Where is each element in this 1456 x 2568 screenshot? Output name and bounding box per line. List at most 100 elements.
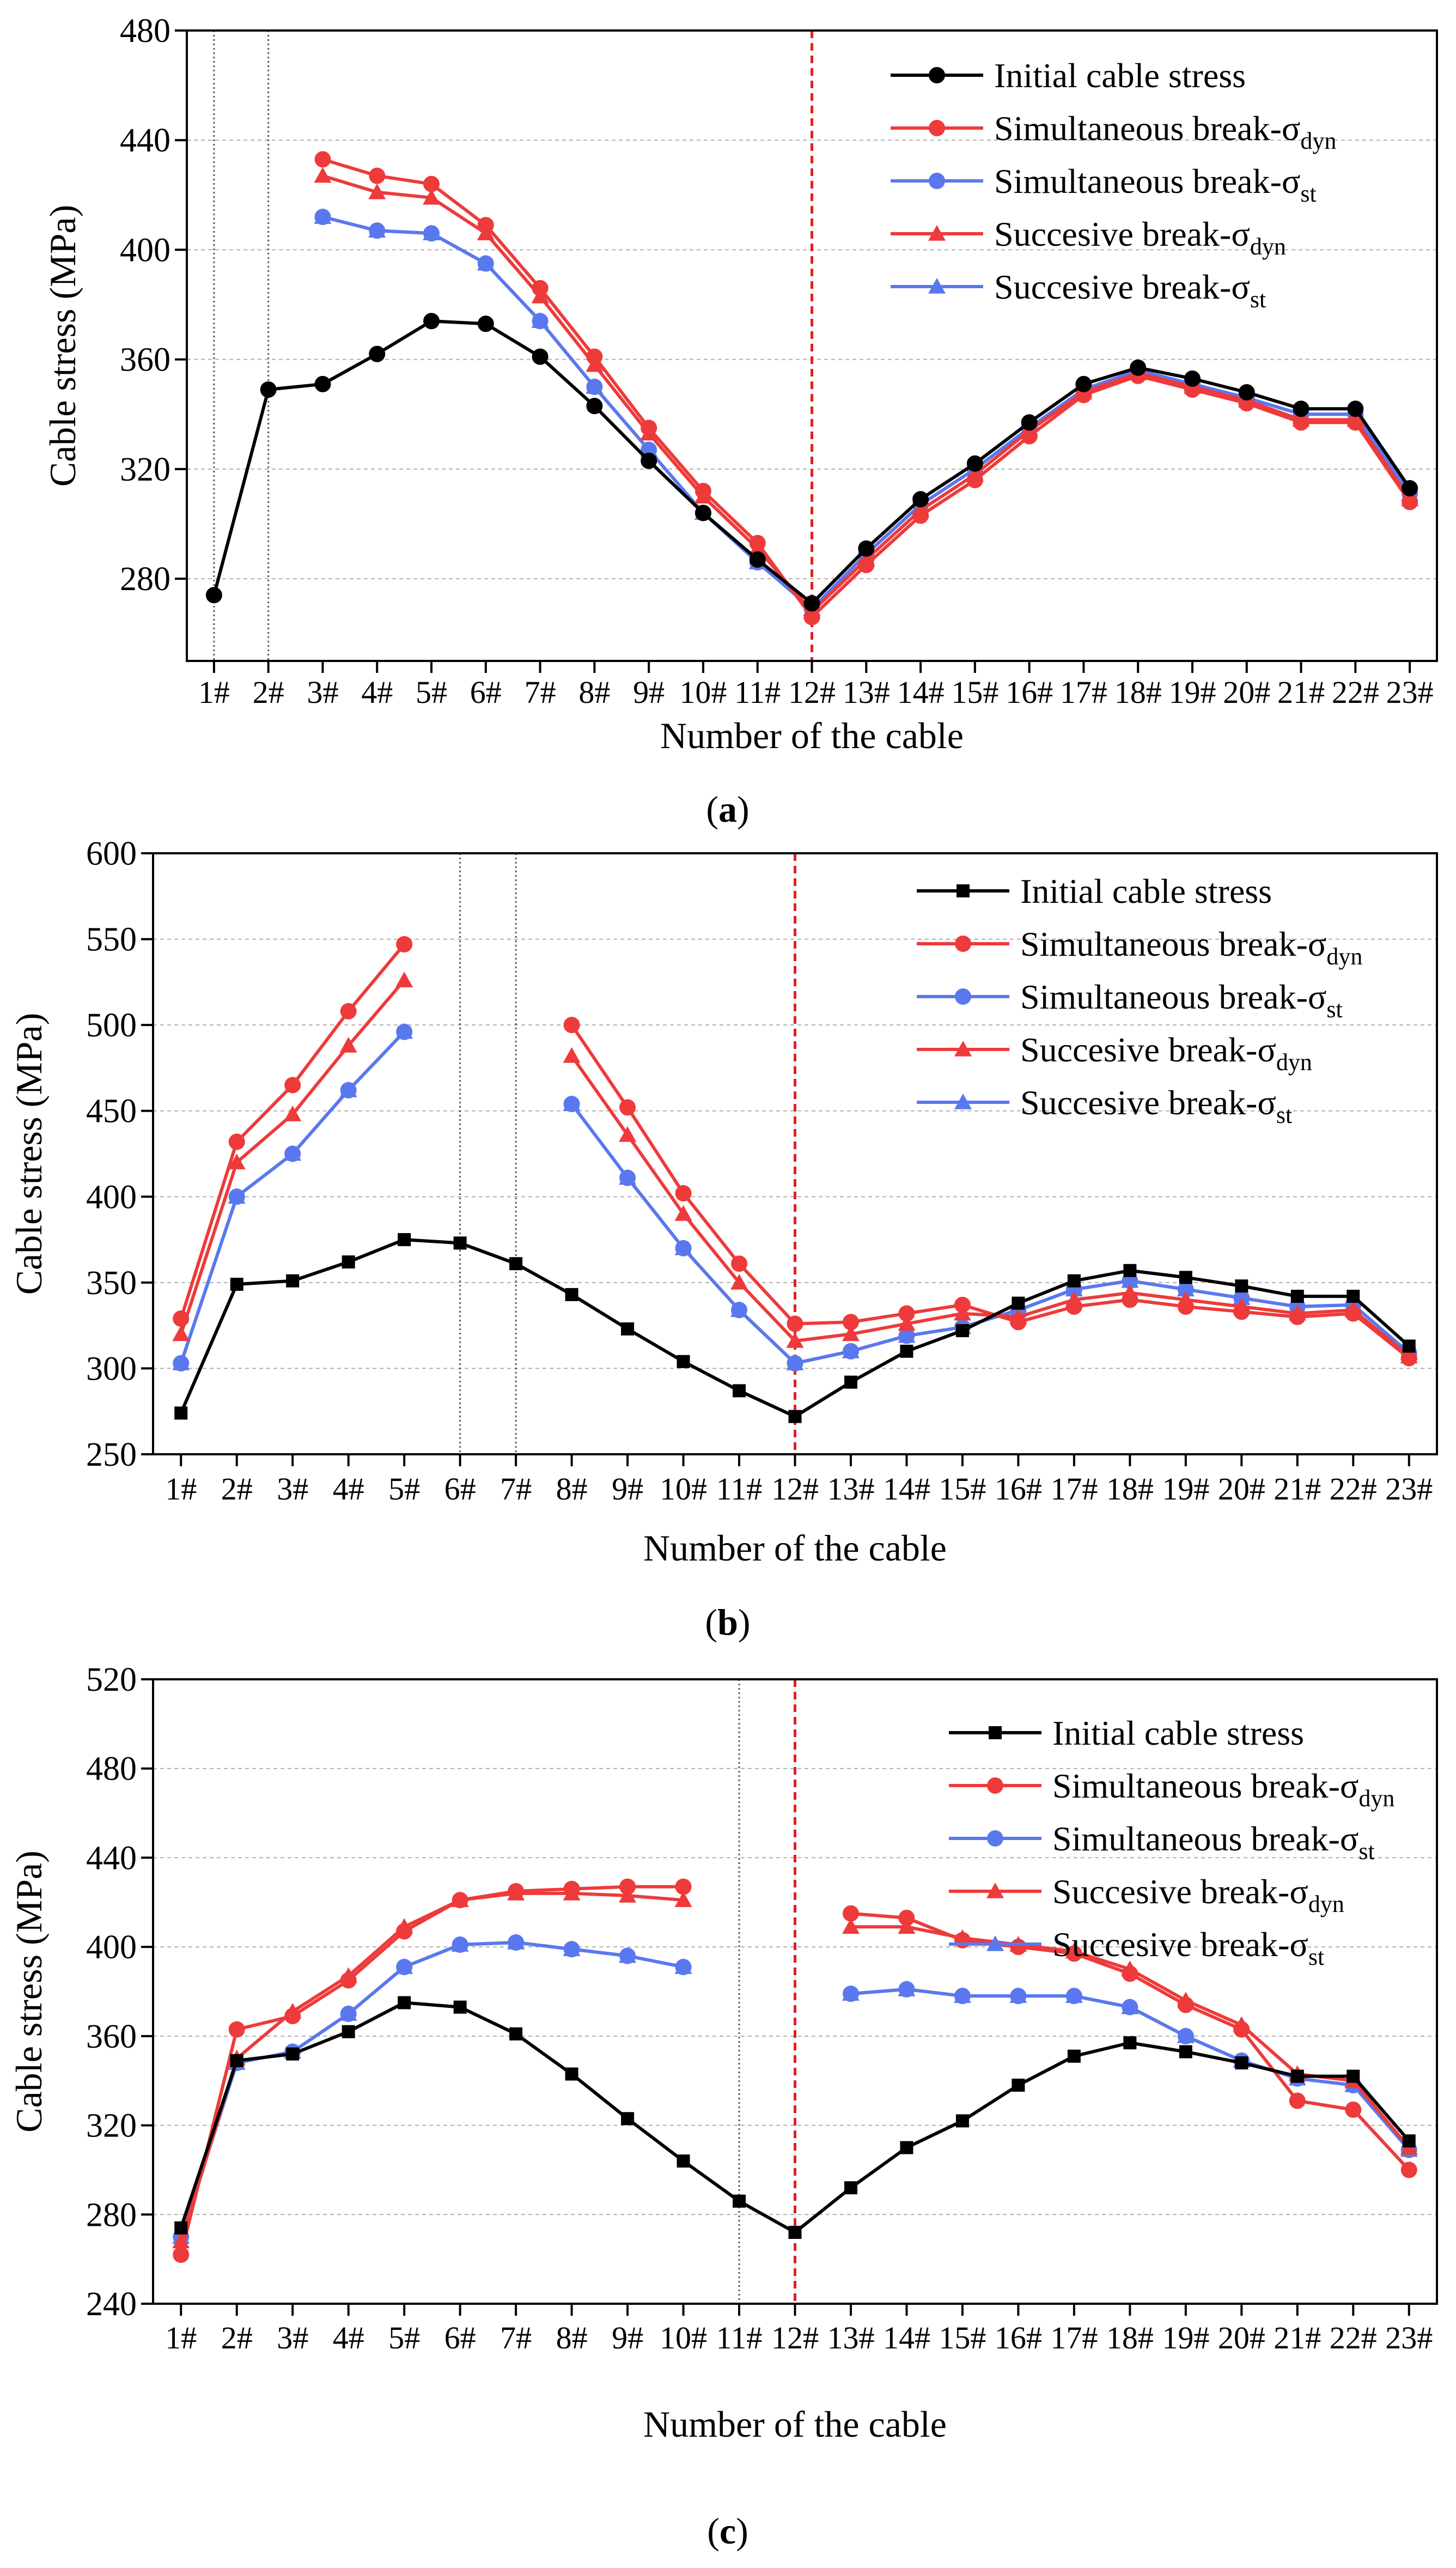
x-tick-label: 13#: [827, 2320, 874, 2355]
series-sim_dyn: [314, 151, 1418, 626]
legend-label: Simultaneous break-σst: [994, 162, 1317, 207]
data-point: [339, 1036, 357, 1053]
data-point: [508, 1934, 525, 1951]
data-point: [453, 2000, 467, 2014]
series-line: [179, 1891, 684, 2242]
legend-label-main: Simultaneous break-σ: [994, 162, 1300, 201]
y-tick-label: 520: [86, 1661, 137, 1698]
data-point: [286, 2047, 300, 2061]
x-tick-label: 5#: [388, 1471, 420, 1507]
y-tick-label: 360: [86, 2018, 137, 2055]
data-point: [563, 1096, 580, 1113]
data-point: [955, 1324, 969, 1338]
legend-label-sub: dyn: [1358, 1785, 1394, 1812]
x-tick-label: 11#: [716, 1471, 763, 1507]
data-point: [1233, 1303, 1250, 1320]
data-point: [369, 167, 386, 184]
data-point: [677, 1355, 690, 1368]
x-tick-label: 21#: [1274, 2320, 1321, 2355]
x-tick-label: 9#: [612, 1471, 643, 1507]
data-point: [1235, 1279, 1248, 1293]
data-point: [509, 2027, 523, 2041]
data-point: [1010, 1939, 1027, 1956]
data-point: [1400, 1350, 1417, 1367]
data-point: [1402, 1339, 1416, 1353]
x-tick-label: 7#: [525, 675, 556, 710]
data-point: [368, 183, 386, 199]
data-point: [284, 1106, 302, 1121]
data-point: [1123, 2036, 1137, 2050]
x-tick-label: 7#: [500, 2320, 532, 2355]
data-point: [621, 1322, 635, 1335]
y-tick-label: 480: [86, 1751, 137, 1788]
x-tick-label: 13#: [827, 1471, 874, 1507]
data-point: [858, 540, 875, 557]
data-point: [398, 1233, 411, 1247]
data-point: [228, 1133, 245, 1150]
data-point: [342, 1255, 355, 1269]
data-point: [395, 972, 413, 988]
x-tick-label: 4#: [333, 2320, 364, 2355]
data-point: [733, 1384, 746, 1398]
data-point: [1289, 2092, 1306, 2109]
data-point: [803, 609, 820, 626]
data-point: [674, 1205, 692, 1221]
data-point: [173, 1310, 190, 1327]
data-point: [565, 2067, 578, 2081]
x-tick-label: 1#: [198, 675, 230, 710]
y-tick-label: 440: [120, 122, 170, 159]
panel-caption: (c): [707, 2510, 748, 2552]
x-tick-label: 8#: [578, 675, 610, 710]
caption-open: (: [706, 788, 718, 830]
data-point: [1233, 2021, 1250, 2038]
data-point: [1347, 400, 1364, 417]
data-point: [173, 1355, 190, 1371]
x-tick-label: 3#: [307, 675, 338, 710]
y-tick-label: 480: [120, 13, 170, 50]
legend-label: Simultaneous break-σst: [1020, 978, 1343, 1023]
data-point: [912, 507, 929, 524]
data-point: [1290, 1290, 1304, 1303]
data-point: [731, 1255, 748, 1272]
chart-panel-b: 250 300 350 400 450 500 550 600 1# 2# 3# 4# 5# 6# 7# 8#…: [8, 835, 1438, 1643]
data-point: [563, 1880, 580, 1897]
data-point: [340, 2005, 357, 2022]
data-point: [396, 1923, 413, 1940]
data-point: [675, 1878, 692, 1895]
data-point: [1065, 1945, 1082, 1962]
data-point: [586, 348, 603, 365]
data-point: [1065, 1988, 1082, 2005]
data-point: [1177, 1298, 1194, 1315]
y-tick-label: 280: [120, 561, 170, 598]
x-tick-label: 12#: [788, 675, 836, 710]
panel-caption: (a): [706, 788, 749, 830]
legend-label: Succesive break-σst: [1052, 1925, 1324, 1970]
data-point: [563, 1017, 580, 1034]
legend-label-main: Succesive break-σ: [994, 215, 1250, 253]
x-tick-label: 21#: [1274, 1471, 1321, 1507]
data-point: [954, 1296, 971, 1313]
x-axis-label: Number of the cable: [660, 715, 964, 756]
legend-label-main: Succesive break-σ: [994, 268, 1250, 306]
data-point: [477, 315, 494, 332]
data-point: [842, 1343, 859, 1359]
data-point: [314, 167, 332, 183]
legend-marker: [955, 936, 971, 952]
y-tick-label: 400: [86, 1179, 137, 1216]
y-axis-label: Cable stress (MPa): [42, 205, 83, 487]
data-point: [396, 1023, 413, 1040]
caption-letter: c: [720, 2510, 736, 2552]
data-point: [786, 1332, 804, 1348]
data-point: [733, 2194, 746, 2208]
data-point: [1177, 1996, 1194, 2013]
x-tick-label: 10#: [660, 2320, 707, 2355]
caption-letter: b: [717, 1601, 738, 1643]
data-point: [452, 1936, 468, 1953]
x-tick-label: 6#: [444, 1471, 476, 1507]
x-tick-label: 20#: [1218, 2320, 1265, 2355]
legend-label-sub: st: [1358, 1838, 1374, 1865]
data-point: [586, 398, 603, 415]
legend-label-sub: st: [1276, 1102, 1292, 1128]
data-point: [172, 1325, 190, 1341]
